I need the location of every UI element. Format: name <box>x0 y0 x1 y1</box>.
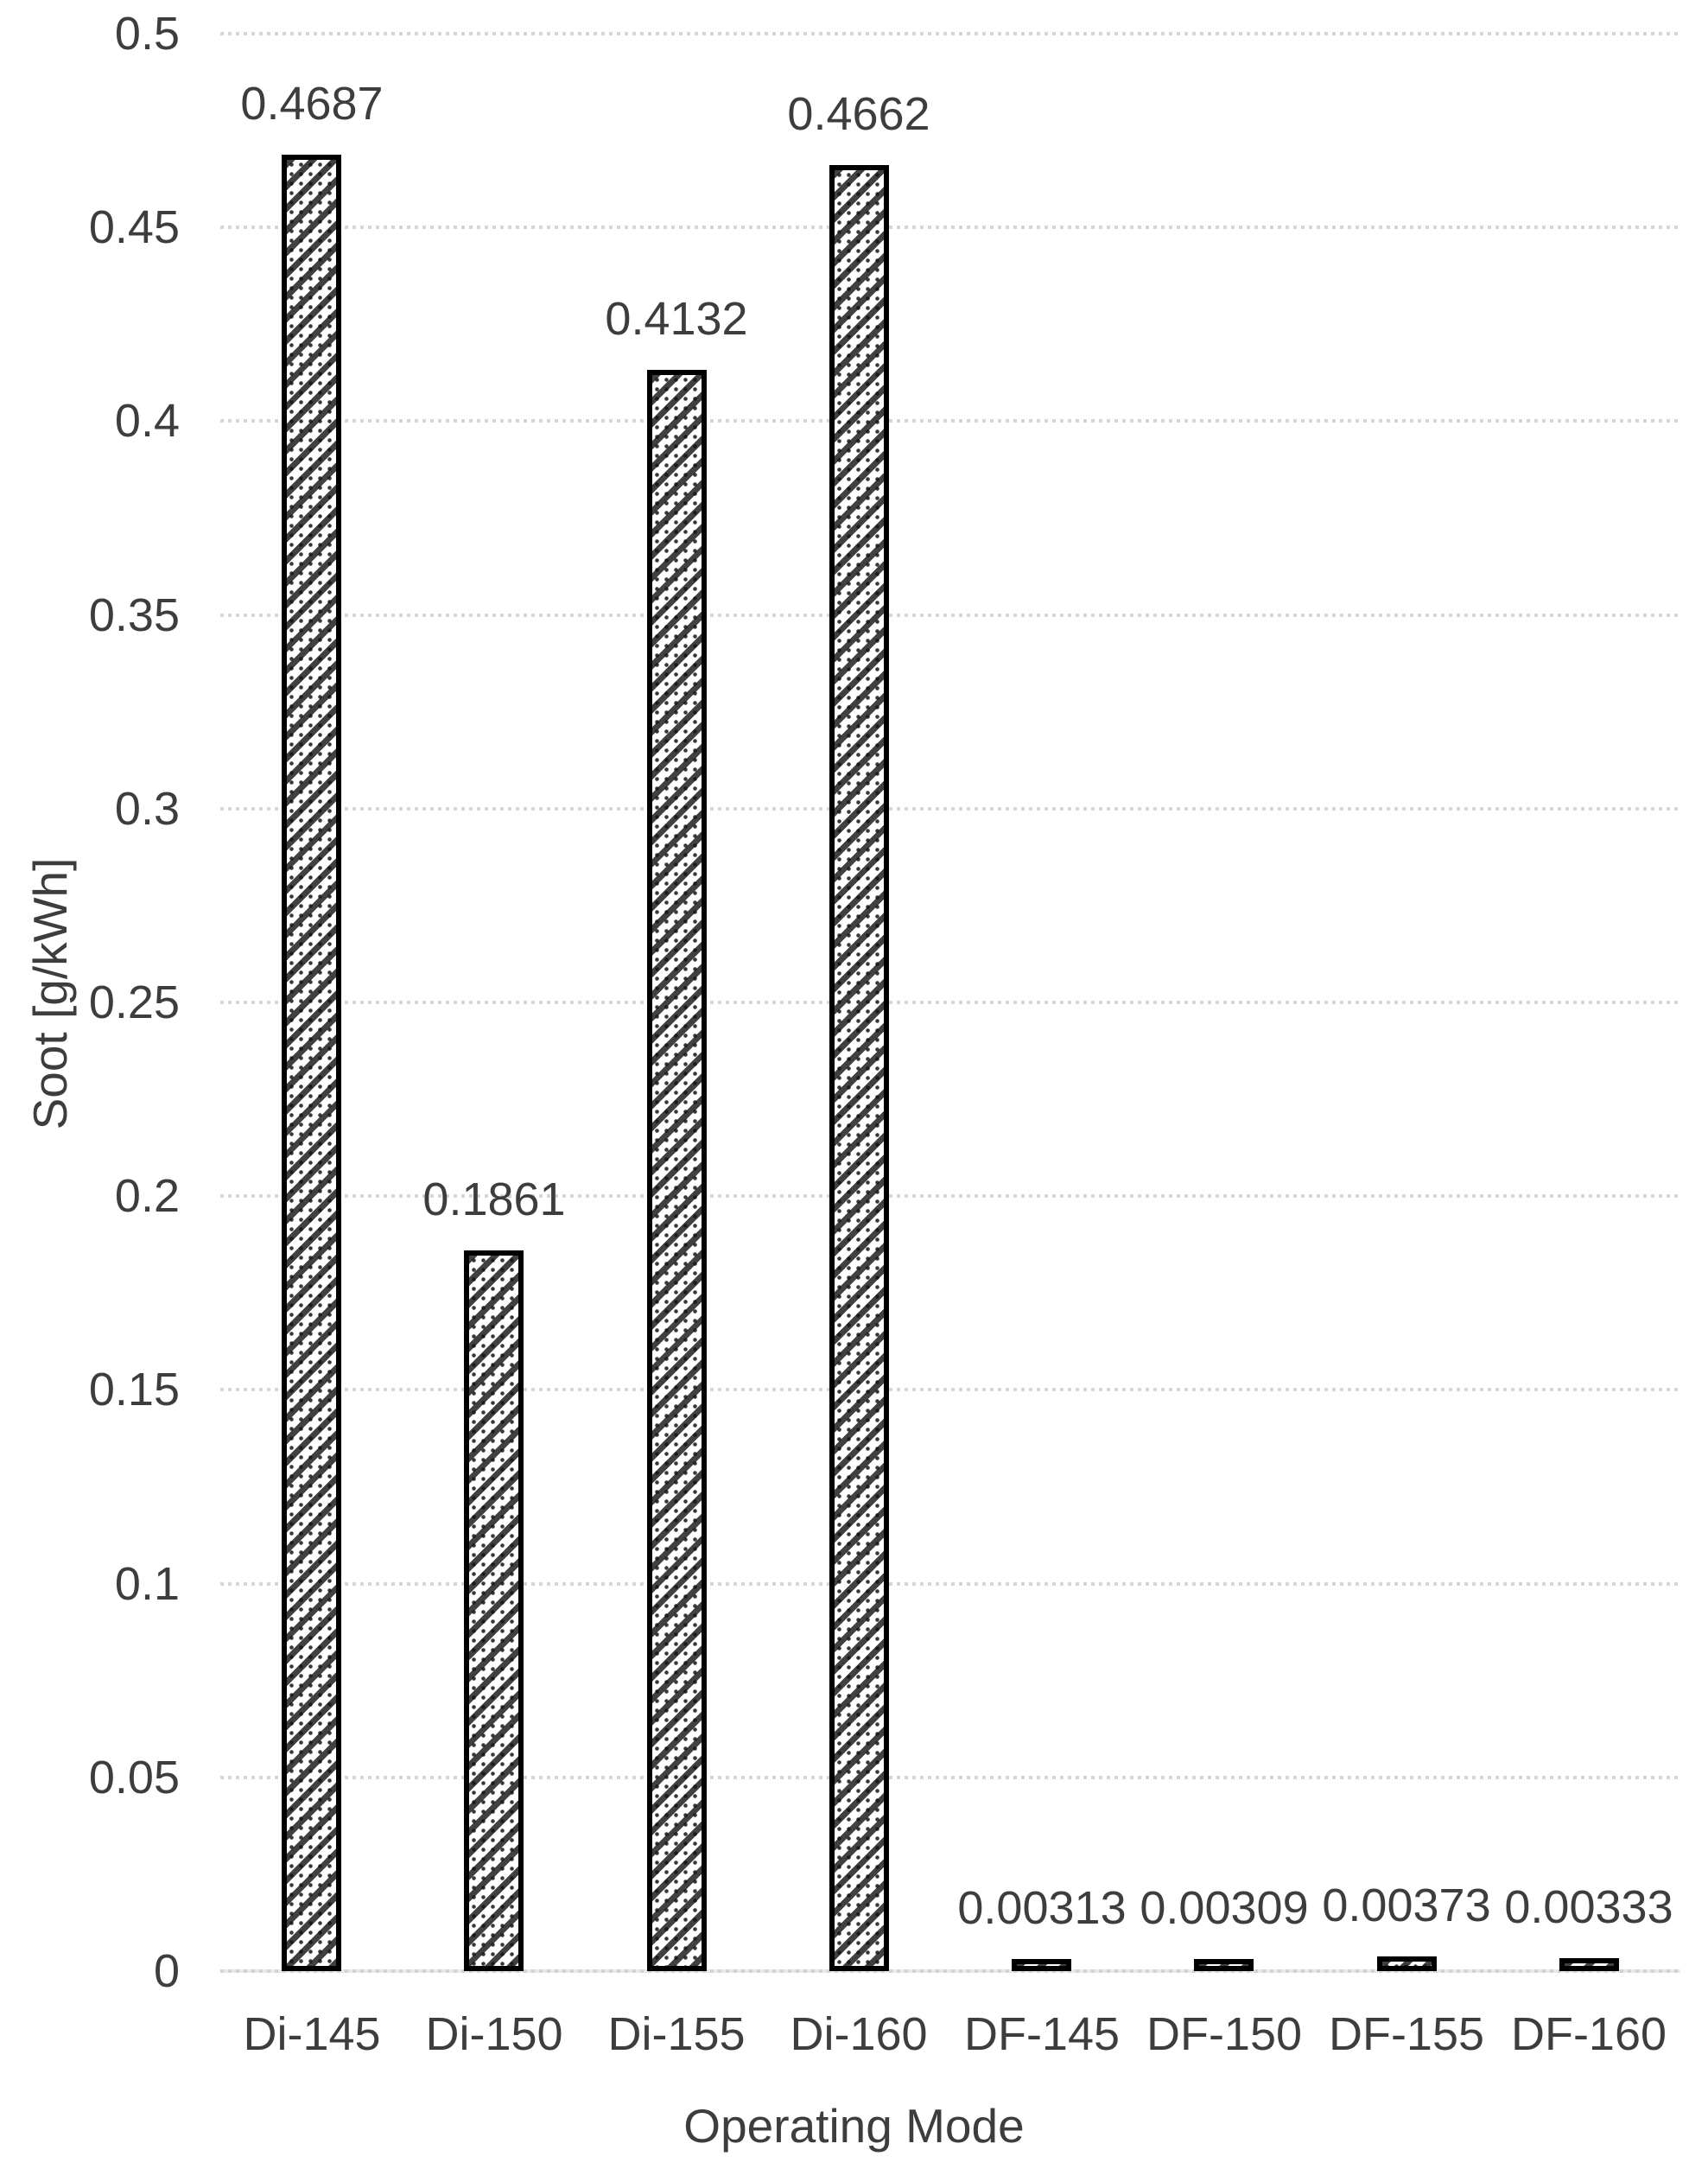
bar-Di-160 <box>829 165 889 1971</box>
y-tick-label: 0.1 <box>114 1558 180 1610</box>
bar-DF-160 <box>1559 1958 1619 1971</box>
y-tick-label: 0.05 <box>88 1752 180 1803</box>
bar-Di-145 <box>282 155 341 1971</box>
gridline <box>220 226 1680 229</box>
gridline <box>220 807 1680 811</box>
bar-value-label: 0.00309 <box>1140 1882 1309 1934</box>
bar-Di-150 <box>464 1250 524 1971</box>
x-axis-line <box>220 1969 1680 1973</box>
gridline <box>220 419 1680 423</box>
y-tick-label: 0.4 <box>114 395 180 447</box>
gridline <box>220 1582 1680 1586</box>
x-category-label: Di-150 <box>425 2008 563 2060</box>
x-category-label: DF-145 <box>963 2008 1121 2060</box>
y-tick-label: 0.3 <box>114 783 180 835</box>
gridline <box>220 614 1680 617</box>
gridline <box>220 1388 1680 1391</box>
x-category-label: DF-160 <box>1510 2008 1667 2060</box>
y-tick-label: 0.45 <box>88 201 180 253</box>
bar-value-label: 0.1861 <box>422 1174 566 1225</box>
x-category-label: DF-150 <box>1146 2008 1303 2060</box>
bar-Di-155 <box>647 370 707 1971</box>
bar-value-label: 0.4687 <box>240 78 384 130</box>
bar-DF-150 <box>1194 1959 1254 1971</box>
gridline <box>220 1776 1680 1779</box>
bar-DF-145 <box>1012 1959 1071 1971</box>
bar-value-label: 0.4132 <box>605 293 748 345</box>
y-tick-label: 0 <box>153 1945 180 1997</box>
x-category-label: DF-155 <box>1328 2008 1485 2060</box>
bar-value-label: 0.4662 <box>787 88 930 140</box>
y-tick-label: 0.35 <box>88 589 180 641</box>
x-category-label: Di-145 <box>243 2008 381 2060</box>
x-category-label: Di-160 <box>790 2008 928 2060</box>
bar-value-label: 0.00333 <box>1504 1881 1673 1933</box>
bar-value-label: 0.00373 <box>1322 1880 1491 1931</box>
y-tick-label: 0.25 <box>88 976 180 1028</box>
y-tick-label: 0.15 <box>88 1364 180 1415</box>
y-tick-label: 0.5 <box>114 8 180 60</box>
gridline <box>220 32 1680 35</box>
y-tick-label: 0.2 <box>114 1170 180 1222</box>
bar-value-label: 0.00313 <box>957 1882 1127 1934</box>
gridline <box>220 1194 1680 1198</box>
x-axis-title: Operating Mode <box>683 2099 1025 2153</box>
gridline <box>220 1001 1680 1004</box>
bar-DF-155 <box>1377 1956 1437 1971</box>
x-category-label: Di-155 <box>607 2008 746 2060</box>
